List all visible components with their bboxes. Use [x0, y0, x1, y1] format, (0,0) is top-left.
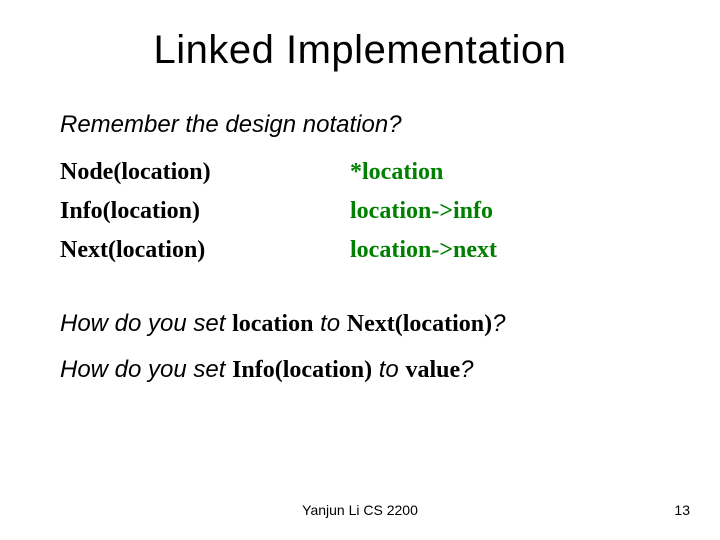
q1-code2: Next(location) [347, 311, 492, 337]
q1-code1: location [232, 311, 313, 337]
q2-code2: value [405, 357, 460, 383]
table-row: Next(location) location->next [60, 231, 497, 270]
notation-left: Next(location) [60, 231, 350, 270]
q1-mid: to [313, 310, 346, 337]
notation-right: *location [350, 153, 497, 192]
question-1: How do you set location to Next(location… [60, 310, 660, 338]
notation-table: Node(location) *location Info(location) … [60, 153, 497, 270]
table-row: Info(location) location->info [60, 192, 497, 231]
footer-author: Yanjun Li CS 2200 [0, 502, 720, 518]
q2-code1: Info(location) [232, 357, 372, 383]
notation-right: location->info [350, 192, 497, 231]
table-row: Node(location) *location [60, 153, 497, 192]
q1-post: ? [492, 310, 505, 337]
notation-left: Node(location) [60, 153, 350, 192]
q1-pre: How do you set [60, 310, 232, 337]
notation-right: location->next [350, 231, 497, 270]
slide-title: Linked Implementation [60, 28, 660, 73]
q2-mid: to [372, 356, 405, 383]
notation-left: Info(location) [60, 192, 350, 231]
footer-page-number: 13 [674, 502, 690, 518]
q2-pre: How do you set [60, 356, 232, 383]
question-2: How do you set Info(location) to value? [60, 356, 660, 384]
design-notation-subtitle: Remember the design notation? [60, 111, 660, 139]
slide: Linked Implementation Remember the desig… [0, 0, 720, 540]
q2-post: ? [460, 356, 473, 383]
